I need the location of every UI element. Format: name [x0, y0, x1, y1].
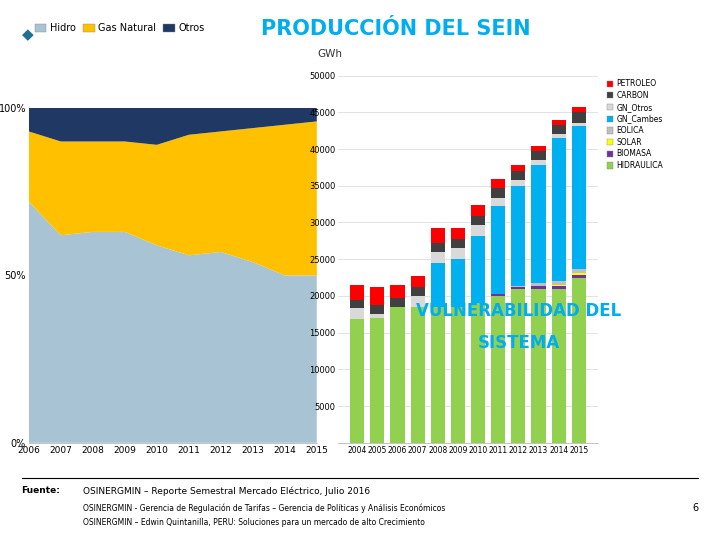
Bar: [552, 288, 566, 443]
Bar: [431, 263, 445, 307]
Bar: [370, 314, 384, 318]
Bar: [511, 288, 526, 443]
Text: GWh: GWh: [318, 49, 343, 59]
Bar: [350, 308, 364, 320]
Bar: [370, 287, 384, 306]
Bar: [471, 237, 485, 302]
Bar: [410, 276, 425, 287]
Text: OSINERGMIN - Gerencia de Regulación de Tarifas – Gerencia de Políticas y Análisi: OSINERGMIN - Gerencia de Regulación de T…: [83, 503, 445, 513]
Bar: [451, 307, 465, 443]
Bar: [451, 248, 465, 259]
Bar: [531, 165, 546, 283]
Bar: [491, 296, 505, 443]
Text: Fuente:: Fuente:: [22, 486, 60, 495]
Bar: [511, 165, 526, 171]
Legend: Hidro, Gas Natural, Otros: Hidro, Gas Natural, Otros: [31, 19, 209, 37]
Bar: [511, 180, 526, 186]
Bar: [451, 228, 465, 239]
Bar: [552, 120, 566, 125]
Bar: [431, 243, 445, 252]
Bar: [572, 269, 586, 273]
Bar: [390, 285, 405, 298]
Bar: [552, 138, 566, 281]
Bar: [471, 302, 485, 303]
Text: SISTEMA: SISTEMA: [477, 334, 559, 352]
Bar: [350, 285, 364, 300]
Bar: [572, 273, 586, 275]
Bar: [531, 151, 546, 160]
Bar: [531, 288, 546, 443]
Bar: [511, 286, 526, 287]
Bar: [531, 160, 546, 165]
Bar: [511, 186, 526, 286]
Bar: [471, 303, 485, 443]
Bar: [491, 188, 505, 198]
Bar: [491, 179, 505, 188]
Bar: [451, 239, 465, 248]
Bar: [370, 306, 384, 314]
Bar: [370, 318, 384, 443]
Bar: [451, 259, 465, 307]
Bar: [471, 216, 485, 225]
Bar: [511, 287, 526, 288]
Bar: [511, 171, 526, 180]
Legend: PETROLEO, CARBON, GN_Otros, GN_Cambes, EOLICA, SOLAR, BIOMASA, HIDRAULICA: PETROLEO, CARBON, GN_Otros, GN_Cambes, E…: [607, 79, 663, 170]
Text: VULNERABILIDAD DEL: VULNERABILIDAD DEL: [415, 301, 621, 320]
Bar: [350, 300, 364, 308]
Bar: [552, 281, 566, 285]
Bar: [491, 206, 505, 294]
Bar: [572, 278, 586, 443]
Bar: [531, 286, 546, 288]
Text: PRODUCCIÓN DEL SEIN: PRODUCCIÓN DEL SEIN: [261, 19, 531, 39]
Bar: [572, 112, 586, 123]
Text: 6: 6: [692, 503, 698, 514]
Text: OSINERGMIN – Reporte Semestral Mercado Eléctrico, Julio 2016: OSINERGMIN – Reporte Semestral Mercado E…: [83, 486, 370, 496]
Bar: [471, 225, 485, 237]
Bar: [410, 296, 425, 307]
Bar: [552, 286, 566, 288]
Bar: [431, 252, 445, 263]
Bar: [572, 123, 586, 125]
Bar: [572, 275, 586, 278]
Bar: [531, 283, 546, 286]
Bar: [390, 298, 405, 307]
Bar: [552, 125, 566, 134]
Text: OSINERGMIN – Edwin Quintanilla, PERU: Soluciones para un mercado de alto Crecimi: OSINERGMIN – Edwin Quintanilla, PERU: So…: [83, 518, 425, 528]
Bar: [431, 307, 445, 443]
Bar: [350, 320, 364, 443]
Bar: [491, 294, 505, 296]
Bar: [431, 228, 445, 243]
Bar: [491, 198, 505, 206]
Bar: [552, 134, 566, 138]
Bar: [410, 287, 425, 296]
Bar: [390, 307, 405, 443]
Bar: [531, 146, 546, 151]
Text: ◆: ◆: [22, 27, 33, 42]
Bar: [552, 285, 566, 286]
Bar: [572, 125, 586, 269]
Bar: [410, 307, 425, 443]
Bar: [471, 205, 485, 216]
Bar: [572, 107, 586, 112]
